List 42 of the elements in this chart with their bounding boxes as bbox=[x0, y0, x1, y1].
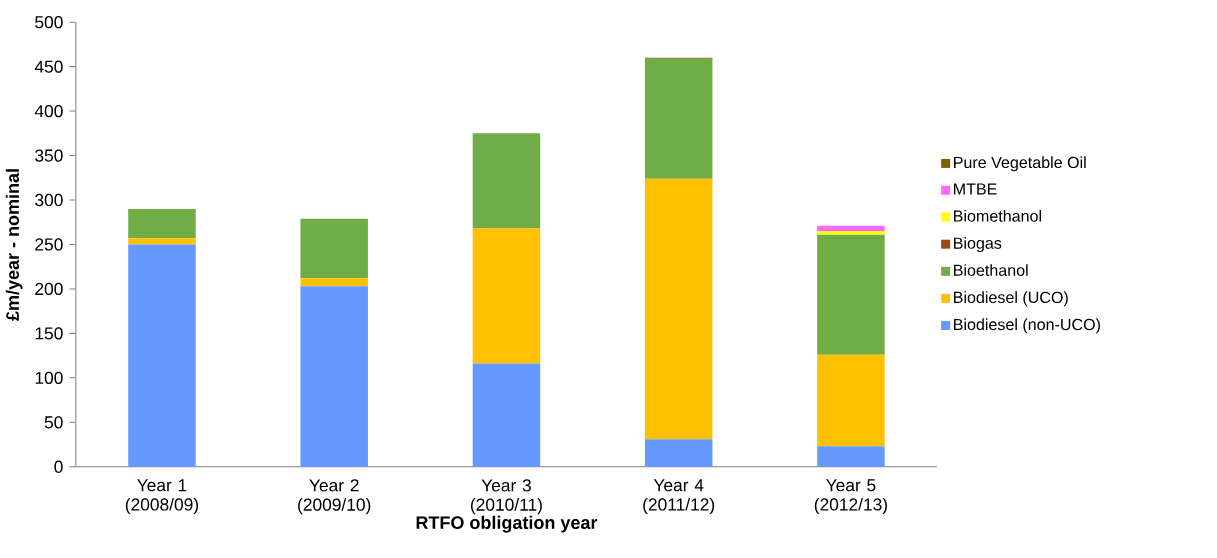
x-tick-label: Year 2 (2009/10) bbox=[298, 479, 371, 515]
bar bbox=[300, 278, 368, 287]
bar bbox=[472, 133, 541, 229]
bar bbox=[128, 244, 196, 467]
y-tick-label: 400 bbox=[34, 104, 63, 118]
bar bbox=[128, 238, 196, 245]
bar bbox=[472, 228, 541, 364]
bar bbox=[644, 439, 713, 467]
y-tick-label: 300 bbox=[35, 193, 63, 206]
y-tick-label: 100 bbox=[35, 371, 63, 384]
legend-label: MTBE bbox=[954, 183, 997, 195]
y-tick-label: 450 bbox=[34, 60, 63, 73]
y-tick-label: 0 bbox=[54, 460, 63, 473]
bar bbox=[300, 286, 368, 467]
bar bbox=[644, 178, 713, 440]
y-axis-title: £m/year - nominal bbox=[5, 169, 23, 321]
y-tick-label: 350 bbox=[35, 149, 63, 162]
bar bbox=[300, 218, 368, 279]
x-tick-label: Year 5 (2012/13) bbox=[814, 479, 887, 514]
y-tick-label: 150 bbox=[35, 327, 63, 340]
y-tick-label: 200 bbox=[35, 282, 63, 295]
y-tick-label: 250 bbox=[35, 238, 63, 251]
legend-label: Biodiesel (UCO) bbox=[954, 291, 1068, 307]
x-tick-label: Year 3 (2010/11) bbox=[471, 479, 542, 515]
bar bbox=[817, 230, 885, 235]
legend-label: Bioethanol bbox=[954, 263, 1028, 276]
legend-label: Biogas bbox=[954, 236, 1002, 252]
legend-label: Biomethanol bbox=[954, 209, 1041, 222]
bar bbox=[128, 208, 196, 239]
y-tick-label: 50 bbox=[44, 415, 63, 429]
bar bbox=[817, 234, 885, 355]
bar bbox=[644, 58, 713, 179]
legend-label: Biodiesel (non-UCO) bbox=[954, 318, 1100, 334]
legend-label: Pure Vegetable Oil bbox=[954, 156, 1086, 172]
x-tick-label: Year 1 (2008/09) bbox=[125, 479, 199, 514]
bar bbox=[472, 363, 541, 467]
x-axis-title: RTFO obligation year bbox=[416, 515, 598, 533]
bar bbox=[817, 225, 885, 231]
bar bbox=[817, 446, 885, 467]
y-tick-label: 500 bbox=[35, 15, 63, 29]
bar bbox=[817, 354, 885, 447]
x-tick-label: Year 4 (2011/12) bbox=[643, 479, 715, 514]
